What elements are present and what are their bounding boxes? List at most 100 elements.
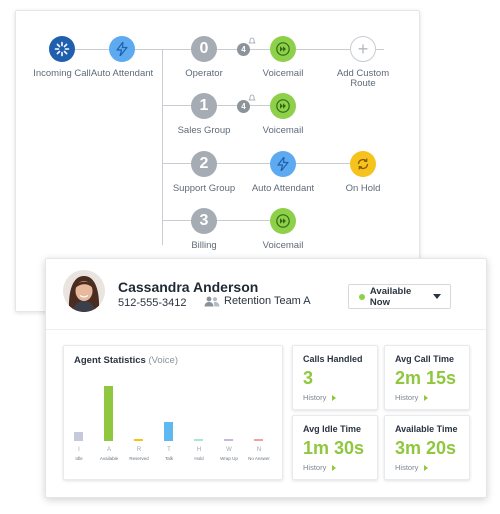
chart-tick-letter: A [106, 447, 111, 453]
bell-icon [248, 94, 256, 101]
chart-bar-no-answer [254, 439, 263, 441]
option-1-node[interactable]: 1 [191, 93, 217, 119]
chevron-down-icon [433, 294, 441, 299]
voicemail-node[interactable] [270, 93, 296, 119]
caret-right-icon [424, 464, 429, 471]
option-digit: 0 [199, 40, 209, 57]
metric-value: 2m 15s [395, 368, 457, 388]
agent-phone: 512-555-3412 [118, 297, 187, 309]
chart-tick-letter: W [226, 447, 232, 453]
chart-tick-letter: H [196, 447, 202, 453]
stats-title: Agent Statistics (Voice) [74, 355, 178, 366]
bell-icon [248, 37, 256, 44]
metric-card: Calls Handled 3 History [292, 345, 378, 410]
chart-bar-idle [74, 432, 83, 441]
ring-count-badge: 4 [237, 43, 250, 56]
flow-connector [162, 163, 364, 164]
chart-tick-label: Hold [194, 456, 204, 461]
history-label: History [303, 463, 327, 472]
history-label: History [395, 463, 419, 472]
history-link[interactable]: History [395, 393, 429, 402]
agent-name: Cassandra Anderson [118, 279, 259, 295]
metric-title: Avg Call Time [395, 354, 455, 364]
support-group-label: Support Group [172, 183, 236, 194]
history-link[interactable]: History [303, 393, 337, 402]
refresh-icon [357, 158, 369, 170]
history-link[interactable]: History [303, 463, 337, 472]
auto-attendant-label: Auto Attendant [251, 183, 315, 194]
spinner-icon [54, 41, 70, 57]
option-3-node[interactable]: 3 [191, 208, 217, 234]
caret-right-icon [332, 394, 337, 401]
chart-tick-label: Available [99, 456, 119, 461]
chart-tick-letter: I [78, 447, 80, 453]
flow-connector [62, 49, 384, 50]
metric-value: 3 [303, 368, 314, 388]
fast-forward-icon [276, 42, 290, 56]
incoming-call-label: Incoming Call [33, 68, 91, 79]
divider [46, 329, 486, 330]
chart-bar-talk [164, 422, 173, 441]
agent-card: Cassandra Anderson 512-555-3412 Retentio… [45, 258, 487, 498]
incoming-call-node[interactable] [49, 36, 75, 62]
option-digit: 1 [199, 97, 209, 114]
status-label: Available Now [369, 285, 412, 308]
metric-value: 3m 20s [395, 438, 457, 458]
status-dot [359, 293, 365, 300]
flow-connector [162, 49, 163, 245]
stats-subtitle: (Voice) [148, 355, 179, 366]
sales-group-label: Sales Group [177, 125, 231, 136]
chart-tick-letter: R [136, 447, 142, 453]
flow-connector [162, 105, 282, 106]
chart-tick-letter: T [167, 447, 171, 453]
metric-title: Available Time [395, 424, 458, 434]
history-link[interactable]: History [395, 463, 429, 472]
voicemail-node[interactable] [270, 208, 296, 234]
on-hold-label: On Hold [345, 183, 381, 194]
agent-statistics-panel: Agent Statistics (Voice) I Idle A Available… [63, 345, 283, 480]
voicemail-label: Voicemail [262, 68, 304, 79]
chart-tick-letter: N [256, 447, 262, 453]
users-icon [204, 296, 220, 306]
chart-bar-available [104, 386, 113, 441]
voicemail-label: Voicemail [262, 125, 304, 136]
avatar [63, 270, 105, 312]
plus-icon: + [357, 38, 369, 59]
metric-title: Avg Idle Time [303, 424, 362, 434]
chart-bar-reserved [134, 439, 143, 441]
option-digit: 3 [199, 212, 209, 229]
chart-tick-label: Idle [75, 456, 83, 461]
voicemail-node[interactable] [270, 36, 296, 62]
metric-card: Available Time 3m 20s History [384, 415, 470, 480]
chart-tick-label: Wrap Up [220, 456, 238, 461]
metric-card: Avg Idle Time 1m 30s History [292, 415, 378, 480]
chart-tick-label: Reserved [129, 456, 149, 461]
add-custom-route-label: Add Custom Route [336, 68, 390, 89]
agent-team: Retention Team A [204, 295, 311, 307]
chart-tick-label: No Answer [248, 456, 270, 461]
lightning-icon [277, 157, 289, 171]
billing-label: Billing [191, 240, 217, 251]
status-dropdown[interactable]: Available Now [348, 284, 451, 309]
caret-right-icon [332, 464, 337, 471]
metric-title: Calls Handled [303, 354, 363, 364]
caret-right-icon [424, 394, 429, 401]
flow-connector [162, 220, 282, 221]
history-label: History [303, 393, 327, 402]
metric-card: Avg Call Time 2m 15s History [384, 345, 470, 410]
auto-attendant-node[interactable] [270, 151, 296, 177]
metric-value: 1m 30s [303, 438, 365, 458]
stats-title-text: Agent Statistics [74, 355, 146, 366]
option-digit: 2 [199, 155, 209, 172]
auto-attendant-label: Auto Attendant [90, 68, 154, 79]
operator-label: Operator [185, 68, 223, 79]
fast-forward-icon [276, 214, 290, 228]
option-2-node[interactable]: 2 [191, 151, 217, 177]
on-hold-node[interactable] [350, 151, 376, 177]
option-0-node[interactable]: 0 [191, 36, 217, 62]
chart-tick-label: Talk [164, 456, 173, 461]
lightning-icon [116, 42, 128, 56]
auto-attendant-node[interactable] [109, 36, 135, 62]
add-custom-route-button[interactable]: + [350, 36, 376, 62]
chart-bar-hold [194, 439, 203, 441]
